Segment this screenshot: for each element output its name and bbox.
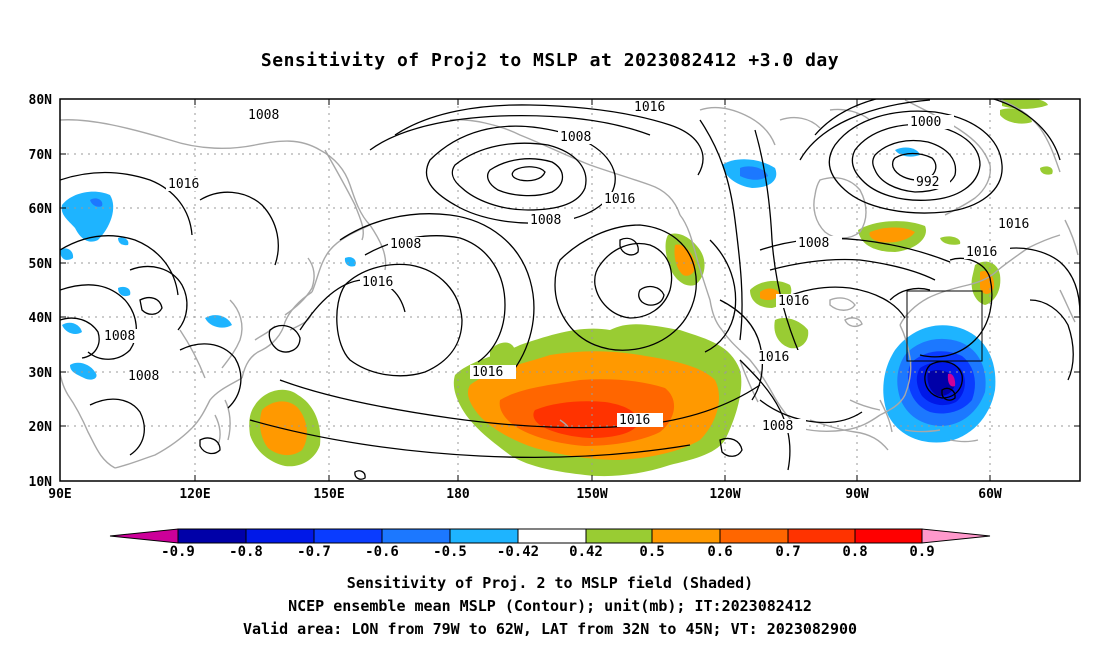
figure-title: Sensitivity of Proj2 to MSLP at 20230824… bbox=[260, 50, 840, 71]
colorbar-label: -0.7 bbox=[297, 544, 331, 560]
caption-valid-area: Valid area: LON from 79W to 62W, LAT fro… bbox=[242, 620, 858, 638]
mslp-contours bbox=[60, 99, 1080, 480]
lat-label: 50N bbox=[29, 257, 53, 272]
colorbar-label: 0.9 bbox=[909, 544, 934, 560]
contour-label: 1016 bbox=[758, 350, 789, 365]
colorbar-box bbox=[517, 528, 587, 544]
grid-lines bbox=[60, 99, 1080, 481]
contour-label: 1016 bbox=[634, 100, 665, 115]
contour-label: 1008 bbox=[248, 108, 279, 123]
colorbar-boxes bbox=[177, 528, 923, 544]
lon-label: 180 bbox=[446, 487, 470, 502]
lon-label: 60W bbox=[978, 487, 1002, 502]
contour-label: 1016 bbox=[778, 294, 809, 309]
lon-labels: 90E 120E 150E 180 150W 120W 90W 60W bbox=[48, 487, 1002, 502]
colorbar-labels: -0.9 -0.8 -0.7 -0.6 -0.5 -0.42 0.42 0.5 … bbox=[161, 544, 935, 560]
lat-label: 60N bbox=[29, 202, 53, 217]
contour-label: 1016 bbox=[362, 275, 393, 290]
contour-label: 1016 bbox=[472, 365, 503, 380]
colorbar-label: 0.6 bbox=[707, 544, 732, 560]
colorbar-box bbox=[719, 528, 789, 544]
colorbar-box bbox=[651, 528, 721, 544]
lat-label: 20N bbox=[29, 420, 53, 435]
lat-labels: 80N 70N 60N 50N 40N 30N 20N 10N bbox=[29, 93, 53, 490]
colorbar-label: 0.42 bbox=[569, 544, 603, 560]
colorbar-label: -0.5 bbox=[433, 544, 467, 560]
contour-label: 1000 bbox=[910, 115, 941, 130]
lon-label: 120E bbox=[179, 487, 210, 502]
colorbar-box bbox=[585, 528, 653, 544]
colorbar-label: 0.8 bbox=[842, 544, 867, 560]
contour-label: 1016 bbox=[998, 217, 1029, 232]
colorbar-box bbox=[177, 528, 247, 544]
lat-label: 10N bbox=[29, 475, 53, 490]
colorbar-box bbox=[787, 528, 856, 544]
colorbar-high-end bbox=[921, 528, 991, 544]
contour-label: 992 bbox=[916, 175, 939, 190]
colorbar-label: -0.42 bbox=[497, 544, 539, 560]
colorbar: -0.9 -0.8 -0.7 -0.6 -0.5 -0.42 0.42 0.5 … bbox=[109, 528, 991, 560]
lat-label: 80N bbox=[29, 93, 53, 108]
contour-label: 1008 bbox=[762, 419, 793, 434]
lat-ticks bbox=[60, 98, 1080, 427]
lat-label: 70N bbox=[29, 148, 53, 163]
lon-label: 90E bbox=[48, 487, 71, 502]
colorbar-box bbox=[245, 528, 315, 544]
lat-label: 30N bbox=[29, 366, 53, 381]
contour-label: 1008 bbox=[104, 329, 135, 344]
contour-label: 1008 bbox=[128, 369, 159, 384]
lon-label: 90W bbox=[845, 487, 869, 502]
map-area: 1016 1008 1008 1016 1008 1016 1016 1000 … bbox=[60, 99, 1080, 481]
contour-labels: 1016 1008 1008 1016 1008 1016 1016 1000 … bbox=[102, 100, 1042, 434]
caption-shading: Sensitivity of Proj. 2 to MSLP field (Sh… bbox=[346, 574, 754, 592]
caption-contour: NCEP ensemble mean MSLP (Contour); unit(… bbox=[288, 597, 812, 615]
colorbar-label: -0.9 bbox=[161, 544, 195, 560]
lon-label: 120W bbox=[709, 487, 740, 502]
contour-label: 1008 bbox=[560, 130, 591, 145]
contour-label: 1016 bbox=[619, 413, 650, 428]
colorbar-box bbox=[854, 528, 923, 544]
colorbar-box bbox=[313, 528, 383, 544]
colorbar-box bbox=[381, 528, 451, 544]
map-frame bbox=[59, 98, 1081, 482]
sensitivity-shading bbox=[60, 99, 1053, 477]
contour-label: 1016 bbox=[604, 192, 635, 207]
contour-label: 1016 bbox=[966, 245, 997, 260]
contour-label: 1008 bbox=[530, 213, 561, 228]
contour-label: 1008 bbox=[798, 236, 829, 251]
colorbar-label: 0.5 bbox=[639, 544, 664, 560]
coastlines bbox=[60, 99, 1079, 469]
colorbar-box bbox=[449, 528, 519, 544]
lat-label: 40N bbox=[29, 311, 53, 326]
colorbar-label: 0.7 bbox=[775, 544, 800, 560]
contour-label: 1016 bbox=[168, 177, 199, 192]
colorbar-label: -0.6 bbox=[365, 544, 399, 560]
colorbar-label: -0.8 bbox=[229, 544, 263, 560]
lon-label: 150W bbox=[576, 487, 607, 502]
contour-label: 1008 bbox=[390, 237, 421, 252]
lon-label: 150E bbox=[313, 487, 344, 502]
colorbar-low-end bbox=[109, 528, 179, 544]
valid-area-box bbox=[906, 290, 983, 362]
lon-ticks bbox=[194, 99, 991, 481]
